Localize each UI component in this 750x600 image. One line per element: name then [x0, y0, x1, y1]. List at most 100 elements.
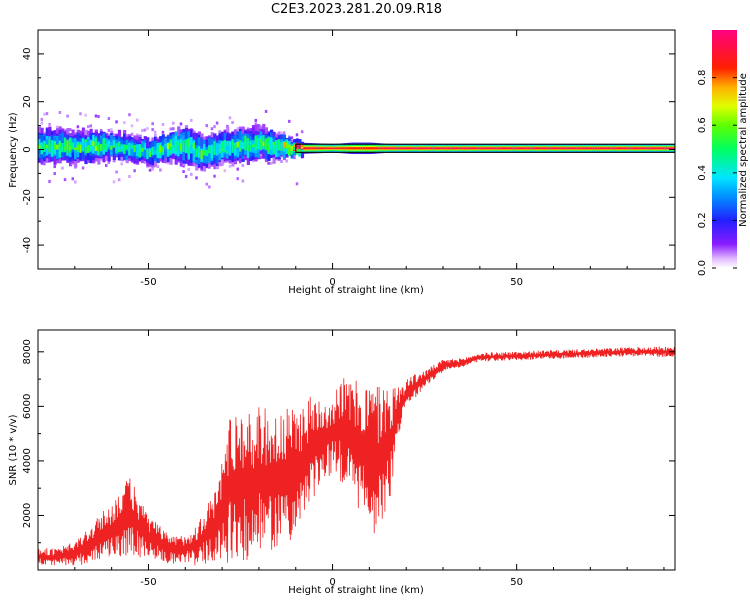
heatmap-cell: [239, 160, 242, 164]
heatmap-cell: [241, 179, 245, 183]
heatmap-cell: [280, 142, 284, 150]
heatmap-cell: [553, 147, 557, 150]
heatmap-cell: [81, 142, 85, 150]
heatmap-cell: [187, 139, 191, 148]
heatmap-cell: [267, 140, 271, 145]
heatmap-cell: [254, 142, 258, 151]
heatmap-cell: [342, 147, 346, 150]
heatmap-cell: [592, 147, 596, 150]
heatmap-cell: [414, 147, 418, 150]
heatmap-cell: [226, 124, 229, 128]
heatmap-cell: [205, 124, 209, 128]
heatmap-cell: [63, 137, 67, 153]
colorbar-ticks: 0.0 0.2 0.4 0.6 0.8: [697, 70, 737, 276]
heatmap-cell: [566, 147, 570, 150]
heatmap-cell: [94, 158, 98, 162]
heatmap-cell: [455, 147, 459, 150]
heatmap-cell: [120, 162, 123, 166]
heatmap-cell: [264, 141, 268, 149]
heatmap-cell: [293, 142, 297, 153]
heatmap-cell: [192, 142, 196, 149]
heatmap-cell: [326, 147, 330, 150]
y-tick-label: 8000: [22, 339, 33, 364]
heatmap-cell: [269, 161, 273, 165]
heatmap-cell: [275, 140, 279, 158]
heatmap-cell: [61, 146, 65, 153]
heatmap-cell: [123, 146, 127, 149]
heatmap-cell: [53, 142, 57, 150]
heatmap-cell: [362, 147, 366, 150]
heatmap-cell: [48, 145, 52, 152]
heatmap-cell: [110, 128, 113, 132]
heatmap-cell: [45, 112, 49, 116]
heatmap-cell: [53, 165, 56, 169]
y-tick-label: 4000: [22, 448, 33, 473]
heatmap-cell: [514, 147, 519, 150]
x-tick-label: 0: [329, 277, 335, 288]
heatmap-cell: [525, 147, 529, 150]
heatmap-cell: [120, 144, 124, 146]
heatmap-cell: [40, 117, 44, 121]
heatmap-cell: [38, 139, 42, 151]
heatmap-cell: [76, 125, 80, 129]
x-tick-label: 0: [329, 577, 335, 588]
heatmap-cell: [182, 170, 185, 174]
heatmap-cell: [94, 137, 98, 151]
heatmap-cell: [228, 116, 232, 120]
heatmap-cell: [246, 127, 250, 131]
heatmap-cell: [151, 147, 155, 152]
heatmap-cell: [267, 161, 270, 165]
heatmap-cell: [367, 147, 372, 150]
heatmap-cell: [213, 141, 217, 155]
heatmap-cell: [43, 143, 47, 151]
heatmap-cell: [630, 147, 634, 150]
heatmap-cell: [574, 147, 578, 150]
heatmap-cell: [48, 122, 51, 126]
heatmap-cell: [610, 147, 614, 150]
heatmap-cell: [76, 144, 80, 151]
heatmap-cell: [99, 129, 103, 133]
heatmap-cell: [130, 132, 134, 136]
heatmap-cell: [231, 142, 235, 145]
heatmap-cell: [300, 145, 305, 148]
heatmap-cell: [576, 147, 580, 150]
y-tick-label: -40: [22, 237, 33, 253]
heatmap-cell: [617, 147, 622, 150]
heatmap-cell: [672, 147, 675, 150]
heatmap-cell: [105, 143, 109, 149]
heatmap-cell: [172, 127, 175, 131]
heatmap-cell: [89, 139, 93, 149]
heatmap-cell: [347, 147, 351, 150]
heatmap-cell: [135, 149, 140, 151]
heatmap-cell: [535, 147, 539, 150]
heatmap-cell: [558, 147, 562, 150]
heatmap-cell: [602, 147, 606, 150]
heatmap-cell: [561, 147, 565, 150]
spectrogram-ticks: -50 0 50 -40 -20 0 20 40: [22, 29, 675, 288]
heatmap-cell: [130, 145, 134, 148]
colorbar-label: Normalized spectral amplitude: [738, 73, 749, 227]
heatmap-cell: [357, 147, 361, 150]
colorbar-gradient: [712, 30, 737, 268]
heatmap-cell: [99, 144, 104, 151]
heatmap-cell: [396, 147, 400, 150]
heatmap-cell: [239, 142, 243, 149]
heatmap-cell: [53, 172, 56, 176]
heatmap-cell: [300, 130, 304, 134]
heatmap-cell: [659, 147, 663, 150]
heatmap-cell: [393, 147, 397, 150]
heatmap-cell: [646, 147, 650, 150]
heatmap-cell: [664, 147, 668, 150]
heatmap-cell: [97, 115, 100, 119]
heatmap-cell: [226, 145, 230, 151]
heatmap-cell: [43, 162, 46, 166]
heatmap-cell: [501, 147, 506, 150]
heatmap-cell: [293, 156, 296, 160]
colorbar-tick-label: 0.8: [697, 70, 708, 86]
heatmap-cell: [290, 146, 294, 148]
heatmap-cell: [86, 125, 90, 129]
snr-x-axis-label: Height of straight line (km): [288, 585, 424, 596]
heatmap-cell: [527, 147, 531, 150]
heatmap-cell: [339, 147, 343, 150]
heatmap-cell: [107, 117, 111, 121]
